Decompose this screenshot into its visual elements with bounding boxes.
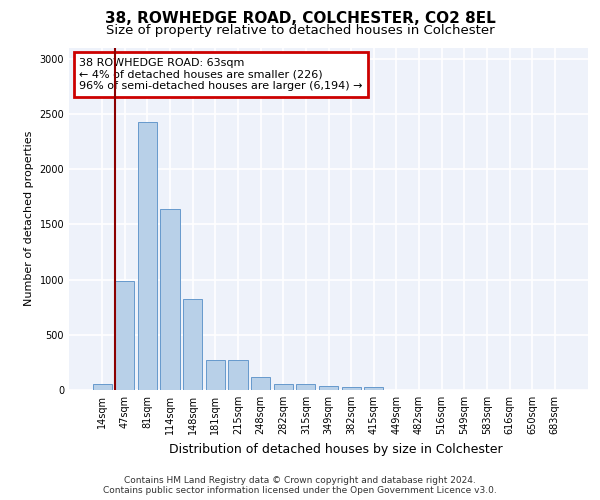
Text: 38 ROWHEDGE ROAD: 63sqm
← 4% of detached houses are smaller (226)
96% of semi-de: 38 ROWHEDGE ROAD: 63sqm ← 4% of detached… — [79, 58, 363, 91]
Text: Contains HM Land Registry data © Crown copyright and database right 2024.
Contai: Contains HM Land Registry data © Crown c… — [103, 476, 497, 495]
Text: Distribution of detached houses by size in Colchester: Distribution of detached houses by size … — [169, 442, 503, 456]
Bar — [160, 209, 180, 390]
Bar — [206, 360, 225, 390]
Bar — [183, 300, 202, 390]
Bar — [364, 386, 383, 390]
Y-axis label: Number of detached properties: Number of detached properties — [24, 131, 34, 306]
Bar — [251, 376, 270, 390]
Bar — [229, 360, 248, 390]
Text: Size of property relative to detached houses in Colchester: Size of property relative to detached ho… — [106, 24, 494, 37]
Bar — [92, 384, 112, 390]
Bar — [138, 122, 157, 390]
Text: 38, ROWHEDGE ROAD, COLCHESTER, CO2 8EL: 38, ROWHEDGE ROAD, COLCHESTER, CO2 8EL — [104, 11, 496, 26]
Bar — [341, 387, 361, 390]
Bar — [296, 384, 316, 390]
Bar — [319, 386, 338, 390]
Bar — [115, 280, 134, 390]
Bar — [274, 384, 293, 390]
